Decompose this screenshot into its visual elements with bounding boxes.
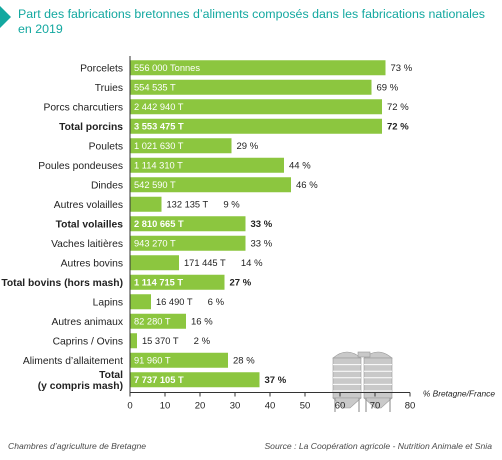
x-tick-label: 10 [160, 401, 171, 412]
x-tick-label: 80 [405, 401, 416, 412]
category-label: Aliments d’allaitement [23, 356, 123, 367]
bar [130, 177, 291, 193]
tonnage-label: 2 442 940 T [134, 102, 184, 112]
category-label: Autres bovins [61, 258, 123, 269]
percent-label: 28 % [233, 356, 255, 367]
title-arrow-icon [0, 6, 11, 28]
percent-label: 46 % [296, 180, 318, 191]
percent-label: 72 % [387, 122, 409, 133]
bar [130, 313, 186, 329]
x-tick-label: 30 [230, 401, 241, 412]
percent-label: 37 % [265, 375, 287, 386]
category-label: Porcelets [80, 63, 123, 74]
x-tick-label: 50 [300, 401, 311, 412]
bar [130, 118, 382, 134]
bar [130, 274, 225, 290]
bar [130, 60, 386, 76]
bar [130, 216, 246, 232]
percent-label: 16 % [191, 317, 213, 328]
tonnage-label: 7 737 105 T [134, 375, 184, 385]
category-label: Autres animaux [51, 317, 123, 328]
x-tick-label: 0 [127, 401, 132, 412]
percent-label: 73 % [391, 63, 413, 74]
tonnage-label: 1 114 715 T [134, 278, 183, 288]
percent-label: 69 % [377, 83, 399, 94]
bar [130, 196, 162, 212]
bar [130, 352, 228, 368]
category-label: Poulets [89, 141, 123, 152]
tonnage-label: 91 960 T [134, 356, 171, 366]
category-label: Caprins / Ovins [53, 336, 123, 347]
tonnage-label: 132 135 T [167, 200, 209, 210]
category-label: Autres volailles [54, 200, 123, 211]
category-label: Dindes [91, 180, 123, 191]
category-label: Total bovins (hors mash) [1, 278, 123, 289]
tonnage-label: 16 490 T [156, 297, 193, 307]
tonnage-label: 1 021 630 T [134, 141, 184, 151]
percent-label: 6 % [208, 297, 225, 308]
category-label: Poules pondeuses [38, 161, 123, 172]
bar [130, 294, 151, 310]
chart-title: Part des fabrications bretonnes d’alimen… [18, 7, 485, 36]
percent-label: 2 % [194, 336, 211, 347]
percent-label: 33 % [251, 239, 273, 250]
bar [130, 157, 284, 173]
bar [130, 99, 382, 115]
percent-label: 72 % [387, 102, 409, 113]
x-tick-label: 70 [370, 401, 381, 412]
tonnage-label: 15 370 T [142, 336, 179, 346]
tonnage-label: 542 590 T [134, 180, 176, 190]
percent-label: 44 % [289, 161, 311, 172]
footer-credit: Chambres d’agriculture de Bretagne [8, 441, 147, 451]
tonnage-label: 171 445 T [184, 258, 226, 268]
x-axis-label: % Bretagne/France [423, 389, 495, 399]
category-label: Total volailles [56, 219, 124, 230]
tonnage-label: 1 114 310 T [134, 161, 183, 171]
x-tick-label: 20 [195, 401, 206, 412]
tonnage-label: 2 810 665 T [134, 219, 184, 229]
x-tick-label: 60 [335, 401, 346, 412]
x-tick-label: 40 [265, 401, 276, 412]
bar [130, 79, 372, 95]
category-label: Porcs charcutiers [43, 102, 123, 113]
percent-label: 27 % [230, 278, 252, 289]
bar [130, 372, 260, 388]
percent-label: 29 % [237, 141, 259, 152]
category-label: Truies [95, 83, 123, 94]
bar [130, 255, 179, 271]
bar [130, 138, 232, 154]
bar [130, 333, 137, 349]
tonnage-label: 82 280 T [134, 317, 171, 327]
footer-source: Source : La Coopération agricole - Nutri… [264, 441, 492, 451]
tonnage-label: 3 553 475 T [134, 122, 184, 132]
category-label: Total (y compris mash) [38, 370, 123, 392]
bar [130, 235, 246, 251]
percent-label: 14 % [241, 258, 263, 269]
percent-label: 33 % [251, 219, 273, 230]
percent-label: 9 % [223, 200, 240, 211]
tonnage-label: 554 535 T [134, 83, 176, 93]
category-label: Total porcins [59, 122, 123, 133]
category-label: Vaches laitières [51, 239, 123, 250]
x-axis: 0 10 20 30 40 50 60 70 80 % Bretagne/France [127, 56, 495, 412]
tonnage-label: 556 000 Tonnes [134, 63, 200, 73]
silo-icon [332, 351, 393, 412]
category-label: Lapins [93, 297, 123, 308]
tonnage-label: 943 270 T [134, 239, 176, 249]
bars-group: Porcelets 556 000 Tonnes 73 % Truies 554 535… [1, 60, 413, 392]
